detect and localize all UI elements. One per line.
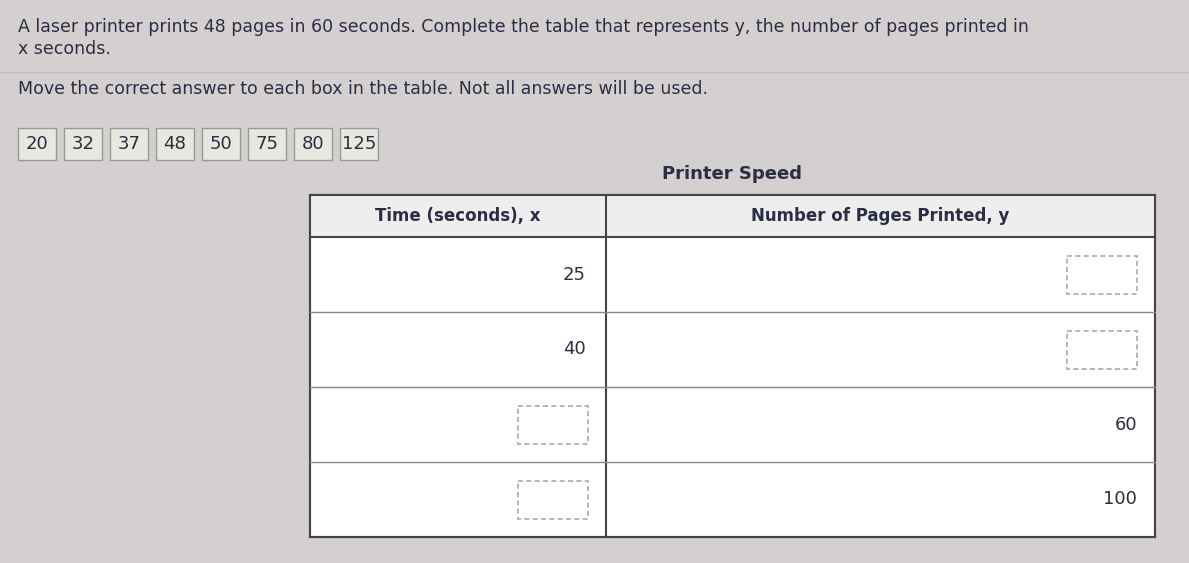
Text: 100: 100 [1103,490,1137,508]
Text: 37: 37 [118,135,140,153]
Text: Number of Pages Printed, y: Number of Pages Printed, y [751,207,1009,225]
Bar [310,195,1155,537]
Bar [156,128,194,160]
Bar [1067,256,1137,293]
Text: 75: 75 [256,135,278,153]
Bar [18,128,56,160]
Text: 40: 40 [564,341,586,359]
Bar [249,128,287,160]
Bar [517,405,587,444]
Text: 25: 25 [562,266,586,284]
Text: 20: 20 [26,135,49,153]
Bar [64,128,102,160]
Bar [294,128,332,160]
Text: Move the correct answer to each box in the table. Not all answers will be used.: Move the correct answer to each box in t… [18,80,707,98]
Bar [202,128,240,160]
Text: x seconds.: x seconds. [18,40,111,58]
Text: 32: 32 [71,135,94,153]
Bar [1067,330,1137,369]
Text: 60: 60 [1114,415,1137,434]
Bar [310,195,1155,237]
Text: 48: 48 [164,135,187,153]
Text: A laser printer prints 48 pages in 60 seconds. Complete the table that represent: A laser printer prints 48 pages in 60 se… [18,18,1028,36]
Text: 80: 80 [302,135,325,153]
Bar [517,480,587,519]
Text: Printer Speed: Printer Speed [662,165,803,183]
Text: 125: 125 [341,135,376,153]
Bar [111,128,147,160]
Text: 50: 50 [209,135,232,153]
Text: Time (seconds), x: Time (seconds), x [375,207,541,225]
Bar [340,128,378,160]
